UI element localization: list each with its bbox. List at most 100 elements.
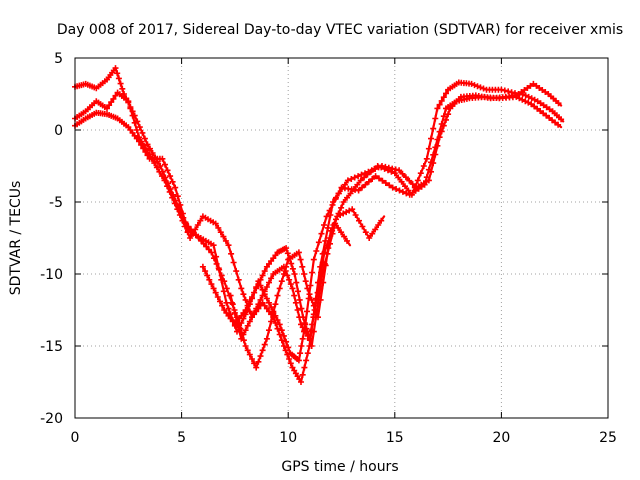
data-point	[206, 276, 213, 283]
y-tick-label: -20	[40, 411, 63, 427]
data-point	[212, 289, 219, 296]
data-point	[104, 105, 110, 112]
grid-lines	[75, 58, 608, 418]
data-point	[425, 166, 432, 173]
data-point	[391, 170, 398, 177]
data-point	[249, 356, 255, 362]
data-point	[306, 335, 313, 342]
data-point	[225, 305, 232, 312]
axis-ticks: 0 5 10 15 20 25 -20 -15 -10 -5 0 5	[40, 51, 617, 446]
data-point	[388, 168, 395, 175]
data-point	[172, 184, 179, 191]
data-point	[362, 181, 369, 188]
data-point	[108, 99, 115, 106]
data-point	[291, 292, 298, 299]
data-point	[505, 88, 512, 95]
data-point	[420, 163, 427, 169]
data-point	[307, 328, 314, 335]
data-point	[321, 249, 328, 256]
data-point	[284, 250, 291, 257]
data-point	[229, 301, 236, 308]
data-point	[167, 173, 174, 180]
data-point	[157, 163, 164, 169]
data-point	[294, 307, 301, 313]
data-point	[298, 305, 305, 312]
data-point	[301, 271, 307, 277]
data-point	[276, 321, 283, 328]
data-point	[436, 128, 443, 135]
data-point	[358, 171, 365, 178]
y-tick-label: 0	[54, 123, 63, 139]
series-track-b	[72, 89, 565, 385]
data-point	[274, 325, 281, 332]
data-point	[240, 291, 247, 298]
data-point	[555, 100, 562, 107]
data-point	[255, 301, 262, 308]
data-point	[323, 213, 330, 220]
data-point	[289, 265, 296, 272]
data-point	[304, 350, 311, 357]
data-point	[310, 314, 317, 321]
data-point	[417, 170, 424, 177]
data-point	[169, 194, 176, 201]
data-point	[138, 142, 145, 148]
data-point	[376, 175, 382, 182]
data-point	[141, 135, 148, 142]
data-point	[110, 95, 117, 102]
data-point	[222, 237, 229, 244]
data-point	[299, 263, 306, 270]
x-tick-label: 5	[177, 430, 186, 446]
data-point	[432, 144, 439, 151]
data-point	[259, 347, 266, 354]
data-point	[314, 289, 321, 296]
data-point	[501, 87, 508, 94]
data-point	[389, 165, 396, 172]
data-point	[236, 327, 243, 334]
data-point	[187, 235, 194, 241]
data-point	[372, 165, 379, 172]
data-point	[117, 80, 124, 87]
data-point	[144, 141, 151, 148]
data-point	[244, 322, 251, 329]
data-point	[293, 279, 300, 286]
data-point	[114, 70, 121, 77]
data-point	[313, 248, 320, 254]
data-point	[396, 187, 403, 194]
data-point	[159, 173, 165, 180]
data-point	[129, 112, 136, 119]
data-point	[266, 279, 272, 286]
data-point	[233, 268, 240, 275]
series-line	[73, 95, 563, 362]
data-point	[156, 168, 163, 175]
data-point	[147, 145, 153, 152]
data-point	[246, 298, 253, 305]
data-point	[365, 178, 372, 185]
data-point	[213, 253, 220, 260]
y-tick-label: -15	[40, 339, 63, 355]
data-point	[295, 357, 302, 364]
data-point	[192, 226, 199, 233]
data-point	[338, 204, 345, 211]
data-point	[280, 263, 287, 270]
data-point	[315, 239, 322, 246]
data-point	[379, 163, 385, 169]
data-point	[403, 190, 410, 197]
data-point	[174, 206, 181, 213]
data-point	[257, 353, 264, 360]
data-point	[210, 285, 217, 292]
data-point	[312, 299, 319, 306]
data-point	[369, 176, 376, 182]
data-point	[335, 190, 342, 197]
data-point	[301, 364, 308, 371]
data-point	[295, 288, 301, 295]
data-point	[284, 272, 291, 279]
data-point	[238, 320, 245, 326]
data-point	[125, 98, 132, 105]
data-point	[443, 116, 449, 123]
data-point	[347, 190, 354, 197]
data-point	[372, 173, 379, 180]
data-point	[305, 295, 312, 302]
data-point	[291, 271, 298, 277]
data-point	[225, 242, 232, 249]
x-tick-label: 0	[71, 430, 80, 446]
